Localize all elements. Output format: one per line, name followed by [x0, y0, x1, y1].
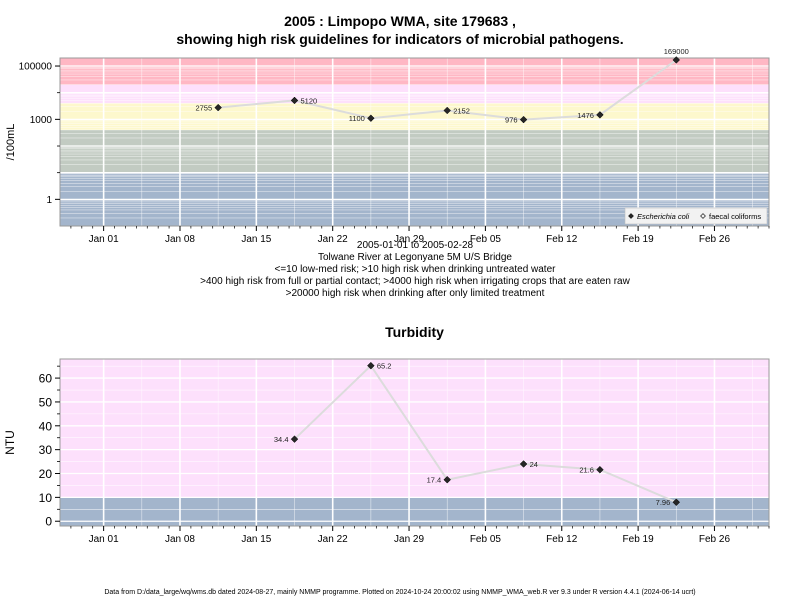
data-point	[290, 96, 299, 105]
data-label: 34.4	[274, 435, 289, 444]
x-tick-label: Jan 01	[89, 234, 119, 245]
chart-title-line1: 2005 : Limpopo WMA, site 179683 ,	[284, 13, 516, 29]
data-label: 1476	[577, 111, 594, 120]
data-label: 976	[505, 116, 518, 125]
caption-date-range: 2005-01-01 to 2005-02-28	[356, 240, 474, 251]
x-tick-label: Jan 29	[394, 534, 424, 545]
data-label: 2152	[453, 106, 470, 115]
caption-site: Tolwane River at Legonyane 5M U/S Bridge	[318, 252, 512, 263]
y-tick-label: 0	[45, 515, 52, 529]
risk-band	[60, 129, 769, 173]
y-tick-label: 50	[39, 395, 53, 409]
x-tick-label: Jan 08	[165, 234, 195, 245]
data-point	[214, 103, 222, 112]
data-label: 24	[530, 460, 538, 469]
y-tick-label: 100000	[19, 62, 53, 73]
data-point	[367, 114, 375, 123]
data-point	[672, 56, 681, 64]
footer-note: Data from D:/data_large/wq/wms.db dated …	[104, 589, 696, 596]
caption-risk-drinking: <=10 low-med risk; >10 high risk when dr…	[274, 264, 556, 275]
data-point	[367, 361, 375, 370]
y-tick-label: 1000	[30, 115, 53, 126]
y-tick-label: 60	[39, 372, 53, 386]
data-point	[519, 115, 528, 124]
x-tick-label: Feb 26	[699, 534, 731, 545]
y-tick-label: 10	[39, 491, 53, 505]
x-tick-label: Feb 05	[470, 534, 502, 545]
data-point	[596, 465, 604, 474]
chart-title-line2: showing high risk guidelines for indicat…	[176, 31, 624, 47]
data-point	[672, 498, 681, 506]
risk-band	[60, 103, 769, 130]
y-tick-label: 40	[39, 419, 53, 433]
data-label: 169000	[664, 47, 689, 56]
data-label: 21.6	[579, 466, 594, 475]
caption-risk-treatment: >20000 high risk when drinking after onl…	[285, 288, 545, 299]
legend-box	[624, 207, 768, 225]
data-point	[443, 106, 451, 115]
risk-band	[60, 58, 769, 85]
legend-marker	[700, 213, 706, 219]
series-line	[293, 364, 677, 504]
y-tick-label: 20	[39, 467, 53, 481]
x-tick-label: Feb 05	[470, 234, 502, 245]
x-tick-label: Jan 22	[318, 234, 348, 245]
x-tick-label: Jan 15	[241, 234, 271, 245]
x-tick-label: Jan 08	[165, 534, 195, 545]
x-tick-label: Jan 15	[241, 534, 271, 545]
data-label: 1100	[349, 114, 365, 123]
x-tick-label: Feb 19	[623, 534, 655, 545]
x-tick-label: Feb 12	[546, 234, 578, 245]
data-label: 17.4	[427, 476, 442, 485]
data-point	[443, 475, 451, 484]
data-label: 65.2	[377, 362, 392, 371]
data-label: 5120	[301, 96, 318, 105]
data-point	[596, 111, 604, 119]
caption-risk-contact: >400 high risk from full or partial cont…	[200, 276, 630, 287]
y-axis-label: NTU	[3, 430, 17, 455]
panel-title: Turbidity	[385, 324, 444, 340]
x-tick-label: Jan 01	[89, 534, 119, 545]
data-label: 2755	[195, 104, 212, 113]
x-tick-label: Jan 29	[394, 234, 424, 245]
risk-band	[60, 359, 769, 498]
x-tick-label: Feb 19	[623, 234, 655, 245]
y-tick-label: 1	[46, 195, 52, 206]
data-point	[519, 460, 528, 468]
plot-border	[59, 358, 770, 527]
data-label: 7.96	[656, 498, 671, 507]
legend-entry: Escherichia coli	[637, 212, 689, 221]
x-tick-label: Feb 26	[699, 234, 731, 245]
plot-border	[59, 57, 770, 227]
legend-entry: faecal coliforms	[709, 212, 761, 221]
x-tick-label: Feb 12	[546, 534, 578, 545]
y-axis-label: /100mL	[5, 124, 17, 161]
y-tick-label: 30	[39, 443, 53, 457]
x-tick-label: Jan 22	[318, 534, 348, 545]
legend-marker	[628, 213, 634, 219]
data-point	[290, 435, 299, 443]
